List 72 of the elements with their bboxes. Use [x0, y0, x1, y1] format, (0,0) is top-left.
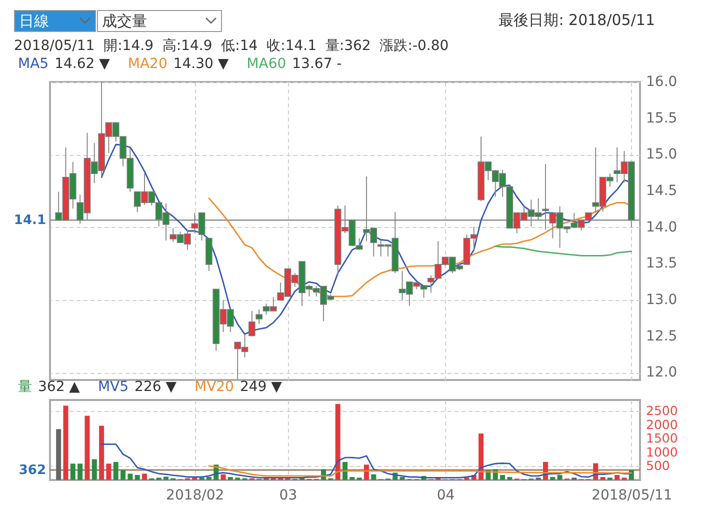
text: MA60 — [246, 56, 286, 72]
y-tick-label: 500 — [646, 458, 670, 474]
bar — [550, 476, 556, 480]
line-series — [208, 465, 632, 477]
x-tick-label: 04 — [436, 488, 455, 504]
annotation: 249 ▼ — [240, 379, 282, 395]
ref-line-label: 362 — [18, 463, 46, 478]
text: MA5 — [18, 56, 49, 72]
y-tick-label: 12.5 — [646, 328, 678, 344]
bar — [113, 462, 118, 480]
y-tick-label: 16.0 — [646, 74, 678, 90]
bar — [350, 476, 355, 480]
bar — [206, 476, 212, 480]
bar — [557, 474, 562, 480]
bar — [507, 476, 512, 480]
bar — [56, 429, 62, 480]
y-tick-label: 1500 — [646, 430, 678, 446]
annotation: 226 ▼ — [134, 379, 176, 395]
text: MV5 — [98, 379, 129, 395]
x-tick-label: 2018/02 — [166, 488, 224, 504]
text: 14.62 ▼ — [54, 56, 110, 72]
text: MA20 — [128, 56, 168, 72]
y-tick-label: 14.5 — [646, 183, 678, 200]
bar — [364, 464, 369, 480]
text: 成交量 — [102, 11, 147, 32]
bar — [128, 474, 133, 480]
bar — [142, 474, 148, 480]
text: MV20 — [194, 379, 234, 395]
text: 14.30 ▼ — [173, 56, 229, 72]
candlestick — [248, 310, 256, 337]
text: 最後日期: 2018/05/11 — [498, 11, 655, 29]
bar — [335, 404, 340, 480]
y-tick-label: 13.5 — [646, 256, 678, 272]
x-tick-label: 03 — [279, 488, 298, 504]
y-tick-label: 1000 — [646, 444, 678, 460]
bar — [400, 476, 405, 480]
bar — [92, 459, 97, 480]
bar — [600, 476, 606, 480]
annotation: 362 ▲ — [38, 379, 80, 395]
bar — [500, 474, 506, 480]
y-tick-label: 15.0 — [646, 146, 678, 163]
bar — [342, 462, 348, 480]
y-tick-label: 2500 — [646, 403, 678, 418]
y-tick-label: 12.0 — [646, 364, 678, 381]
bar — [78, 464, 83, 480]
y-tick-label: 14.0 — [646, 219, 678, 236]
y-tick-label: 15.5 — [646, 110, 678, 126]
bar — [106, 464, 112, 480]
line-series — [100, 443, 632, 478]
candlestick — [256, 309, 262, 325]
text: 13.67 - — [292, 56, 342, 72]
y-tick-label: 13.0 — [646, 292, 678, 308]
bar — [84, 416, 90, 480]
bar — [120, 470, 126, 480]
text: 2018/05/11 開:14.9 高:14.9 低:14 收:14.1 量:362 漲跌:-0.80 — [14, 38, 449, 54]
bar — [163, 476, 168, 480]
bar — [614, 474, 620, 480]
bar — [134, 474, 140, 480]
text: 日線 — [19, 11, 49, 32]
bar — [99, 426, 104, 480]
ref-line-label: 14.1 — [14, 213, 46, 228]
bar — [220, 474, 226, 480]
x-tick-label: 2018/05/11 — [592, 488, 672, 504]
text: 量 — [18, 379, 32, 395]
bar — [371, 474, 376, 480]
y-tick-label: 2000 — [646, 416, 678, 432]
bar — [478, 433, 484, 480]
bar — [70, 464, 76, 480]
candlestick — [542, 164, 549, 230]
bar — [63, 406, 68, 480]
bar — [228, 476, 233, 480]
line-series — [494, 246, 632, 256]
